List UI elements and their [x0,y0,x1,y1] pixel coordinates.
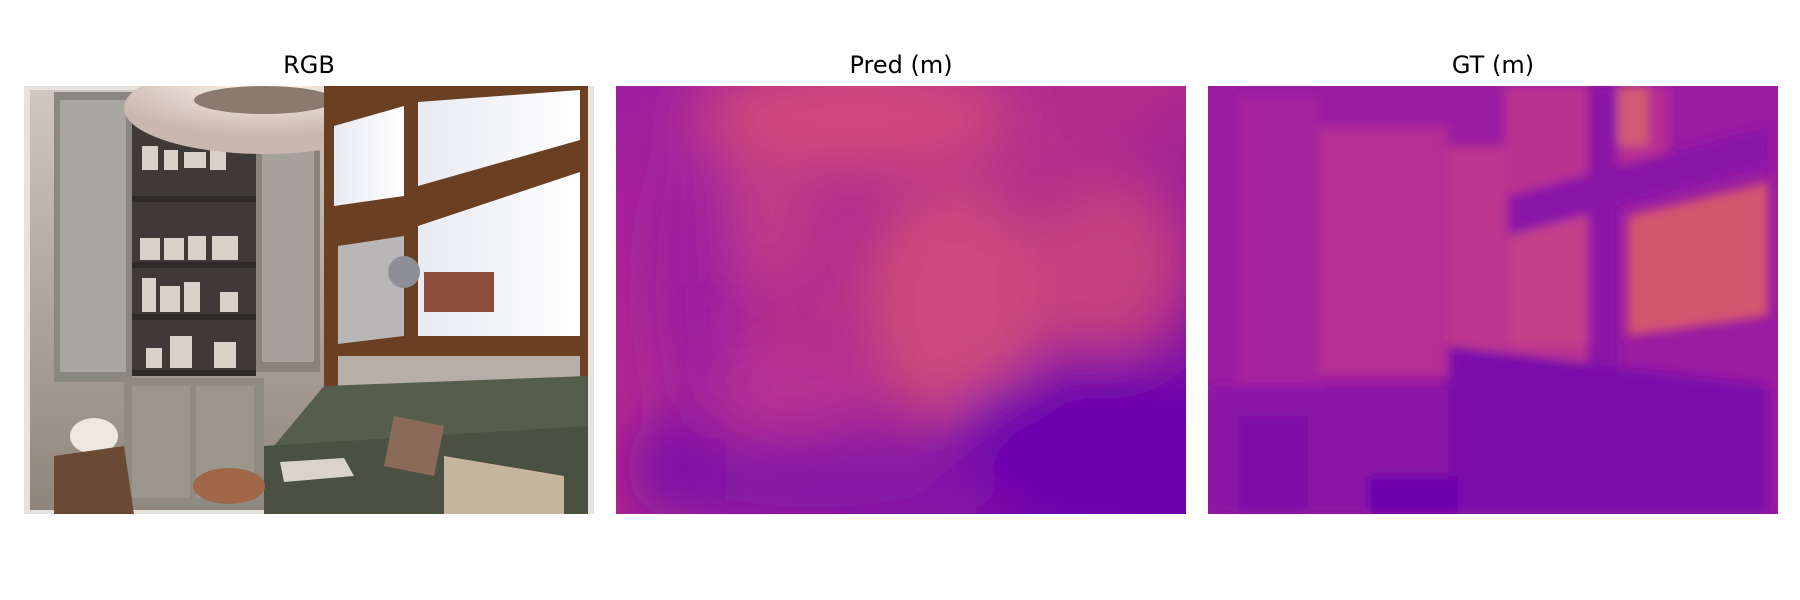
panel-title-gt: GT (m) [1451,51,1535,79]
pred-depth-map [616,86,1186,514]
panel-title-pred: Pred (m) [849,51,953,79]
panel-title-rgb: RGB [283,51,335,79]
gt-depth-map [1208,86,1778,514]
rgb-image [24,86,594,514]
